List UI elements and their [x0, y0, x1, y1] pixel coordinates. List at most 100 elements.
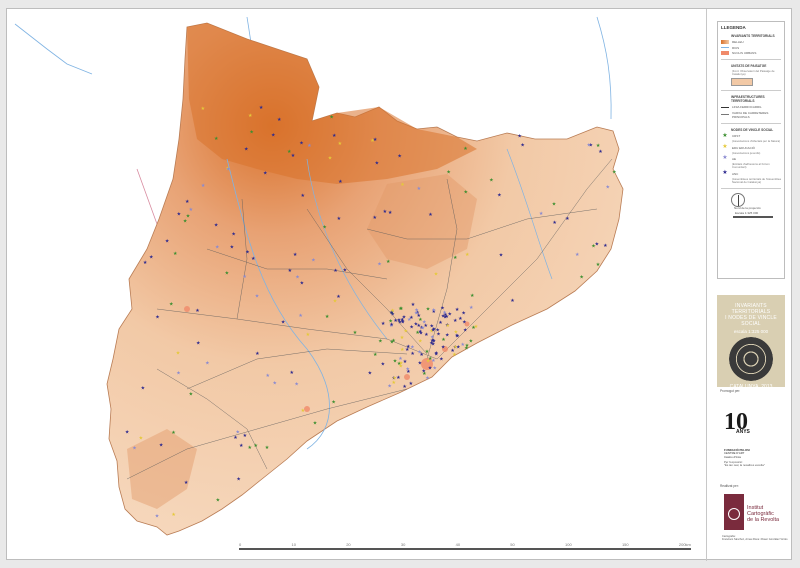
- node-star-icon: ★: [497, 193, 502, 199]
- node-star-icon: ★: [587, 143, 592, 149]
- node-star-icon: ★: [328, 156, 333, 162]
- river-line: [14, 23, 93, 75]
- node-star-icon: ★: [417, 323, 422, 329]
- node-star-icon: ★: [405, 366, 410, 372]
- ferrocarril-swatch: [721, 106, 729, 108]
- node-star-icon: ★: [313, 420, 318, 426]
- node-star-icon: ★: [171, 430, 176, 436]
- icc-line-1: Institut: [747, 505, 764, 511]
- map-scale-bar: 0 10 20 30 40 50 100 150 200km: [239, 542, 691, 556]
- legend-note: (Font: Observatori del Paisatge de Catal…: [732, 69, 775, 77]
- node-star-icon: ★: [254, 443, 259, 449]
- node-star-icon: ★: [454, 329, 459, 335]
- legend-label: EDU EDUCACIÓ: [732, 145, 756, 150]
- node-star-icon: ★: [255, 293, 260, 299]
- node-star-icon: ★: [244, 147, 249, 153]
- node-star-icon: ★: [171, 512, 176, 518]
- legend-label: ANC: [732, 171, 739, 176]
- node-star-icon: ★: [298, 313, 303, 319]
- node-star-icon: ★: [425, 349, 430, 355]
- node-star-icon: ★: [431, 338, 436, 344]
- node-star-icon: ★: [441, 337, 446, 343]
- node-star-icon: ★: [332, 133, 337, 139]
- node-star-icon: ★: [307, 143, 312, 149]
- legend-item-rius: RIUS: [721, 46, 781, 50]
- legend-item-paisatge: [731, 78, 781, 87]
- anys-number: 10: [724, 409, 748, 435]
- star-icon: ★: [722, 170, 728, 177]
- node-star-icon: ★: [159, 442, 164, 448]
- node-star-icon: ★: [398, 363, 403, 369]
- sidebar-panel: LLEGENDA INVARIANTS TERRITORIALS RELLEU …: [708, 9, 793, 561]
- node-star-icon: ★: [226, 167, 231, 173]
- node-star-icon: ★: [443, 315, 448, 321]
- node-star-icon: ★: [458, 316, 463, 322]
- node-star-icon: ★: [400, 335, 405, 341]
- icc-name: Institut Cartogràfic de la Revolta: [747, 505, 779, 523]
- node-star-icon: ★: [277, 117, 282, 123]
- expo-credit: Per l'exposició: "És tan real, la nosalt…: [724, 460, 765, 468]
- node-star-icon: ★: [441, 345, 446, 351]
- legend-section-nodes: NODES DE VINCLE SOCIAL: [731, 127, 774, 132]
- node-star-icon: ★: [598, 149, 603, 155]
- node-star-icon: ★: [406, 344, 411, 350]
- scale-tick-label: 10: [291, 542, 296, 547]
- node-star-icon: ★: [434, 351, 439, 357]
- cartografia-credits: Cartografia: Francisco Sánchez, Arnau Ro…: [722, 535, 788, 541]
- node-star-icon: ★: [403, 329, 408, 335]
- scale-tick-label: 150: [621, 542, 629, 547]
- north-arrow-icon: [731, 193, 745, 208]
- node-star-icon: ★: [299, 141, 304, 147]
- node-star-icon: ★: [461, 342, 466, 348]
- node-star-icon: ★: [288, 268, 293, 274]
- legend-label: LINIA FERROCARRIL: [732, 105, 762, 110]
- node-star-icon: ★: [465, 252, 470, 258]
- node-star-icon: ★: [596, 143, 601, 149]
- node-star-icon: ★: [322, 224, 327, 230]
- node-star-icon: ★: [455, 333, 460, 339]
- realitzat-label: Realitzat per:: [720, 484, 739, 488]
- node-star-icon: ★: [215, 244, 220, 250]
- node-star-icon: ★: [403, 359, 408, 365]
- fundacio-name: FUNDACIÓ PELOSI: [724, 448, 750, 452]
- node-star-icon: ★: [248, 113, 253, 119]
- node-star-icon: ★: [353, 330, 358, 336]
- node-star-icon: ★: [428, 356, 433, 362]
- node-star-icon: ★: [414, 321, 419, 327]
- node-star-icon: ★: [431, 309, 436, 315]
- node-star-icon: ★: [387, 383, 392, 389]
- node-star-icon: ★: [452, 352, 457, 358]
- node-star-icon: ★: [392, 380, 397, 386]
- node-star-icon: ★: [155, 514, 160, 520]
- node-star-icon: ★: [453, 255, 458, 261]
- node-star-icon: ★: [236, 430, 241, 436]
- node-star-icon: ★: [295, 275, 300, 281]
- node-star-icon: ★: [389, 323, 394, 329]
- node-star-icon: ★: [417, 313, 422, 319]
- node-star-icon: ★: [464, 345, 469, 351]
- node-star-icon: ★: [373, 137, 378, 143]
- star-icon: ★: [722, 155, 728, 162]
- legend-item-ferrocarril: LINIA FERROCARRIL: [721, 105, 781, 109]
- legend-divider: [721, 90, 781, 92]
- node-star-icon: ★: [386, 259, 391, 265]
- node-star-icon: ★: [242, 274, 247, 280]
- legend-note: (Associacions d'Afectats per la Natura): [732, 139, 781, 144]
- paisatge-swatch: [731, 78, 753, 87]
- node-star-icon: ★: [169, 301, 174, 307]
- legend-divider: [721, 188, 781, 190]
- legend-divider: [721, 122, 781, 124]
- node-star-icon: ★: [418, 317, 423, 323]
- node-star-icon: ★: [422, 320, 427, 326]
- node-star-icon: ★: [434, 271, 439, 277]
- legend-label: NUCLIS URBANS: [732, 51, 757, 55]
- star-icon: ★: [722, 144, 728, 151]
- icc-logo-icon: [724, 494, 744, 530]
- node-star-icon: ★: [251, 256, 256, 262]
- node-star-icon: ★: [409, 315, 414, 321]
- title-scale: escala 1:325 000: [733, 329, 769, 334]
- node-star-icon: ★: [447, 311, 452, 317]
- node-star-icon: ★: [405, 347, 410, 353]
- node-star-icon: ★: [415, 330, 420, 336]
- node-star-icon: ★: [368, 371, 373, 377]
